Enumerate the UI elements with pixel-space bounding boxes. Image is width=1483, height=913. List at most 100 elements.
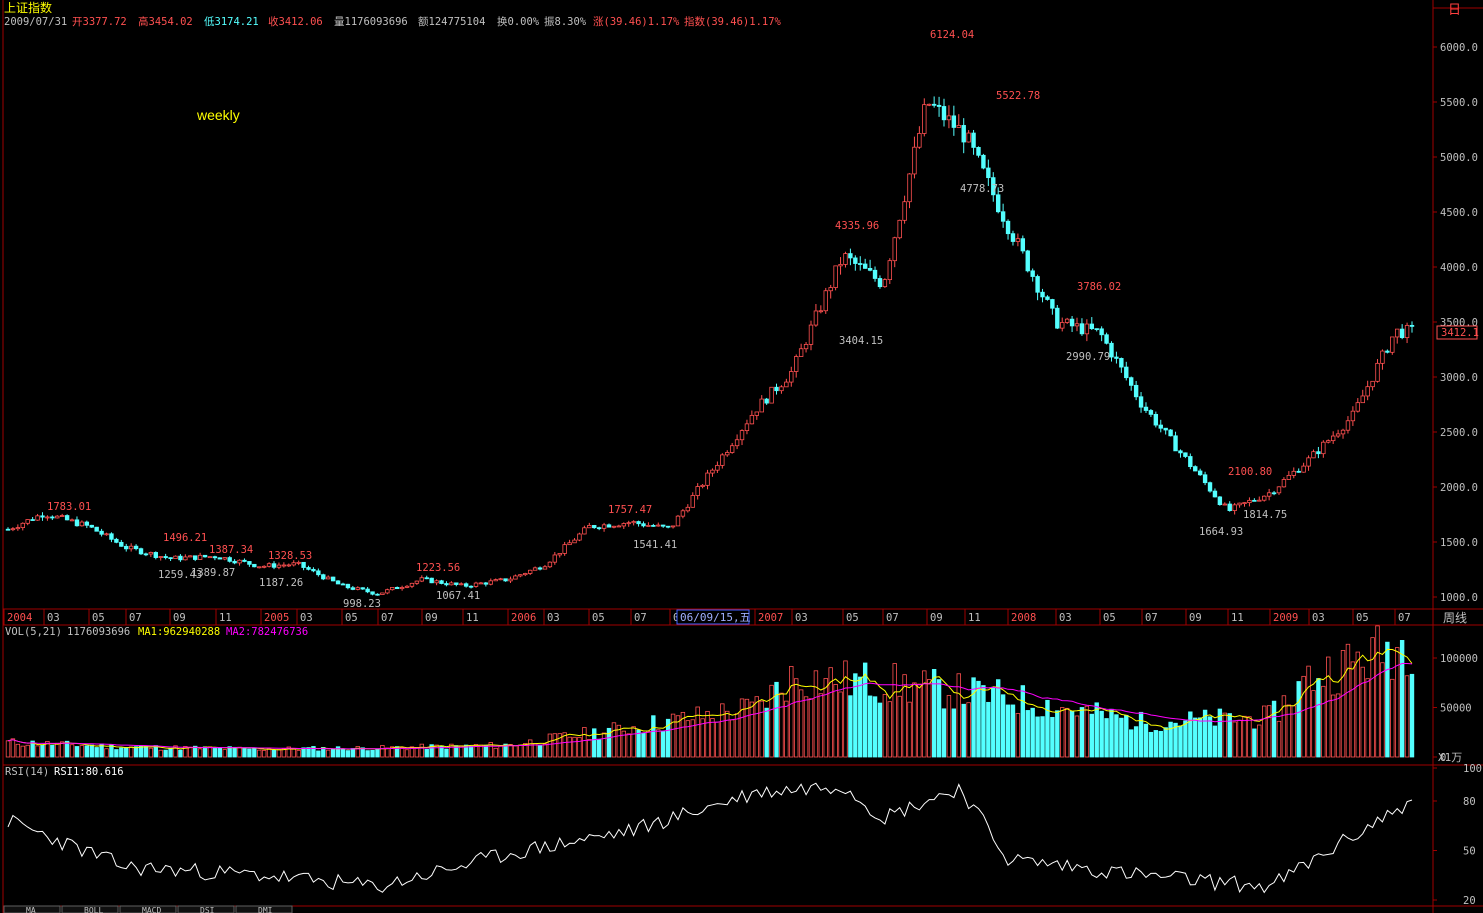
volume-bar <box>779 692 784 758</box>
indicator-tabs[interactable]: MA BOLL MACD DSI DMI <box>3 905 293 913</box>
candle-body <box>912 146 917 175</box>
candle-body <box>1133 384 1139 398</box>
volume-bar <box>862 662 868 758</box>
volume-bar <box>1074 715 1080 758</box>
candle-body <box>449 582 454 586</box>
candle-body <box>1281 479 1287 488</box>
volume-bar <box>882 694 888 758</box>
volume-bar <box>971 677 976 758</box>
price-annotation: 998.23 <box>343 598 381 610</box>
candle-body <box>907 173 912 203</box>
candle-body <box>237 559 242 564</box>
candle-body <box>390 587 395 591</box>
candle-body <box>1286 474 1292 480</box>
candle-body <box>656 524 661 527</box>
volume-bar <box>769 684 774 758</box>
volume-bar <box>493 747 498 758</box>
candle-body <box>1060 322 1065 329</box>
volume-bar <box>601 732 607 758</box>
price-tick-label: 2500.0 <box>1440 427 1478 439</box>
indicator-tab-dmi[interactable] <box>235 905 293 913</box>
candle-body <box>1129 377 1134 386</box>
x-tick-label: 03 <box>1059 612 1072 624</box>
candle-body <box>1188 456 1193 467</box>
volume-bar <box>306 747 311 758</box>
volume-bar <box>252 747 257 758</box>
volume-bar <box>1380 662 1385 758</box>
price-annotation: 2100.80 <box>1228 466 1272 478</box>
candle-body <box>306 567 311 570</box>
header-amount: 额124775104 <box>418 15 485 28</box>
candle-body <box>5 528 11 531</box>
candle-body <box>1084 323 1090 335</box>
volume-bar <box>1217 708 1223 758</box>
indicator-tab-macd[interactable] <box>119 905 177 913</box>
price-annotation: 1757.47 <box>608 504 652 516</box>
volume-bar <box>173 745 178 758</box>
volume-bar <box>227 746 232 758</box>
volume-bar <box>636 729 641 758</box>
candle-body <box>956 125 961 128</box>
volume-bar <box>823 678 828 758</box>
volume-bar <box>74 746 80 758</box>
candle-body <box>527 569 533 574</box>
volume-bar <box>606 727 612 758</box>
volume-bar <box>296 749 301 758</box>
corner-label[interactable]: 日 <box>1448 3 1461 18</box>
volume-bar <box>488 742 493 758</box>
indicator-tab-boll[interactable] <box>61 905 119 913</box>
indicator-tab-ma[interactable] <box>3 905 61 913</box>
candle-body <box>1094 328 1099 331</box>
volume-bar <box>168 747 173 758</box>
candle-body <box>498 578 503 581</box>
candle-body <box>1257 499 1262 502</box>
candle-body <box>168 557 173 560</box>
volume-bar <box>577 736 582 758</box>
candle-body <box>138 548 144 555</box>
volume-bar <box>1286 704 1292 758</box>
volume-bar <box>1153 730 1159 758</box>
volume-bar <box>1104 718 1109 758</box>
volume-bar <box>15 743 21 758</box>
volume-bar <box>513 745 518 758</box>
candle-body <box>931 103 937 106</box>
candle-body <box>414 580 420 584</box>
volume-bar <box>1030 707 1035 758</box>
price-annotation: 1496.21 <box>163 532 207 544</box>
volume-bar <box>104 748 109 758</box>
candle-body <box>523 573 528 576</box>
volume-bar <box>1355 651 1361 758</box>
candle-body <box>207 556 213 559</box>
volume-bar <box>266 748 272 758</box>
volume-bar <box>631 726 636 758</box>
volume-bar <box>803 696 809 758</box>
volume-bar <box>188 746 193 758</box>
x-tick-label: 2006 <box>511 612 536 624</box>
candle-body <box>173 555 178 560</box>
volume-bar <box>1360 666 1365 758</box>
volume-bar <box>567 736 572 758</box>
period-button[interactable]: 周线 <box>1443 611 1467 625</box>
volume-bar <box>995 679 1001 758</box>
candle-body <box>946 115 952 121</box>
volume-bar <box>1321 685 1326 758</box>
volume-bar <box>1232 721 1237 758</box>
volume-bar <box>286 746 291 758</box>
indicator-tab-dsi[interactable] <box>177 905 235 913</box>
candle-body <box>183 556 188 561</box>
x-tick-label: 2004 <box>7 612 32 624</box>
candle-body <box>1045 296 1050 300</box>
candle-body <box>951 115 957 128</box>
volume-bar <box>843 660 848 758</box>
volume-bar <box>936 679 942 758</box>
candle-body <box>789 371 794 383</box>
candle-body <box>1385 350 1390 353</box>
volume-bar <box>729 719 735 758</box>
price-annotation: 1259.43 <box>158 569 202 581</box>
candle-body <box>537 567 543 570</box>
volume-bar <box>833 684 838 758</box>
volume-bar <box>498 745 503 758</box>
volume-bar <box>725 710 730 758</box>
volume-bar <box>301 747 306 758</box>
